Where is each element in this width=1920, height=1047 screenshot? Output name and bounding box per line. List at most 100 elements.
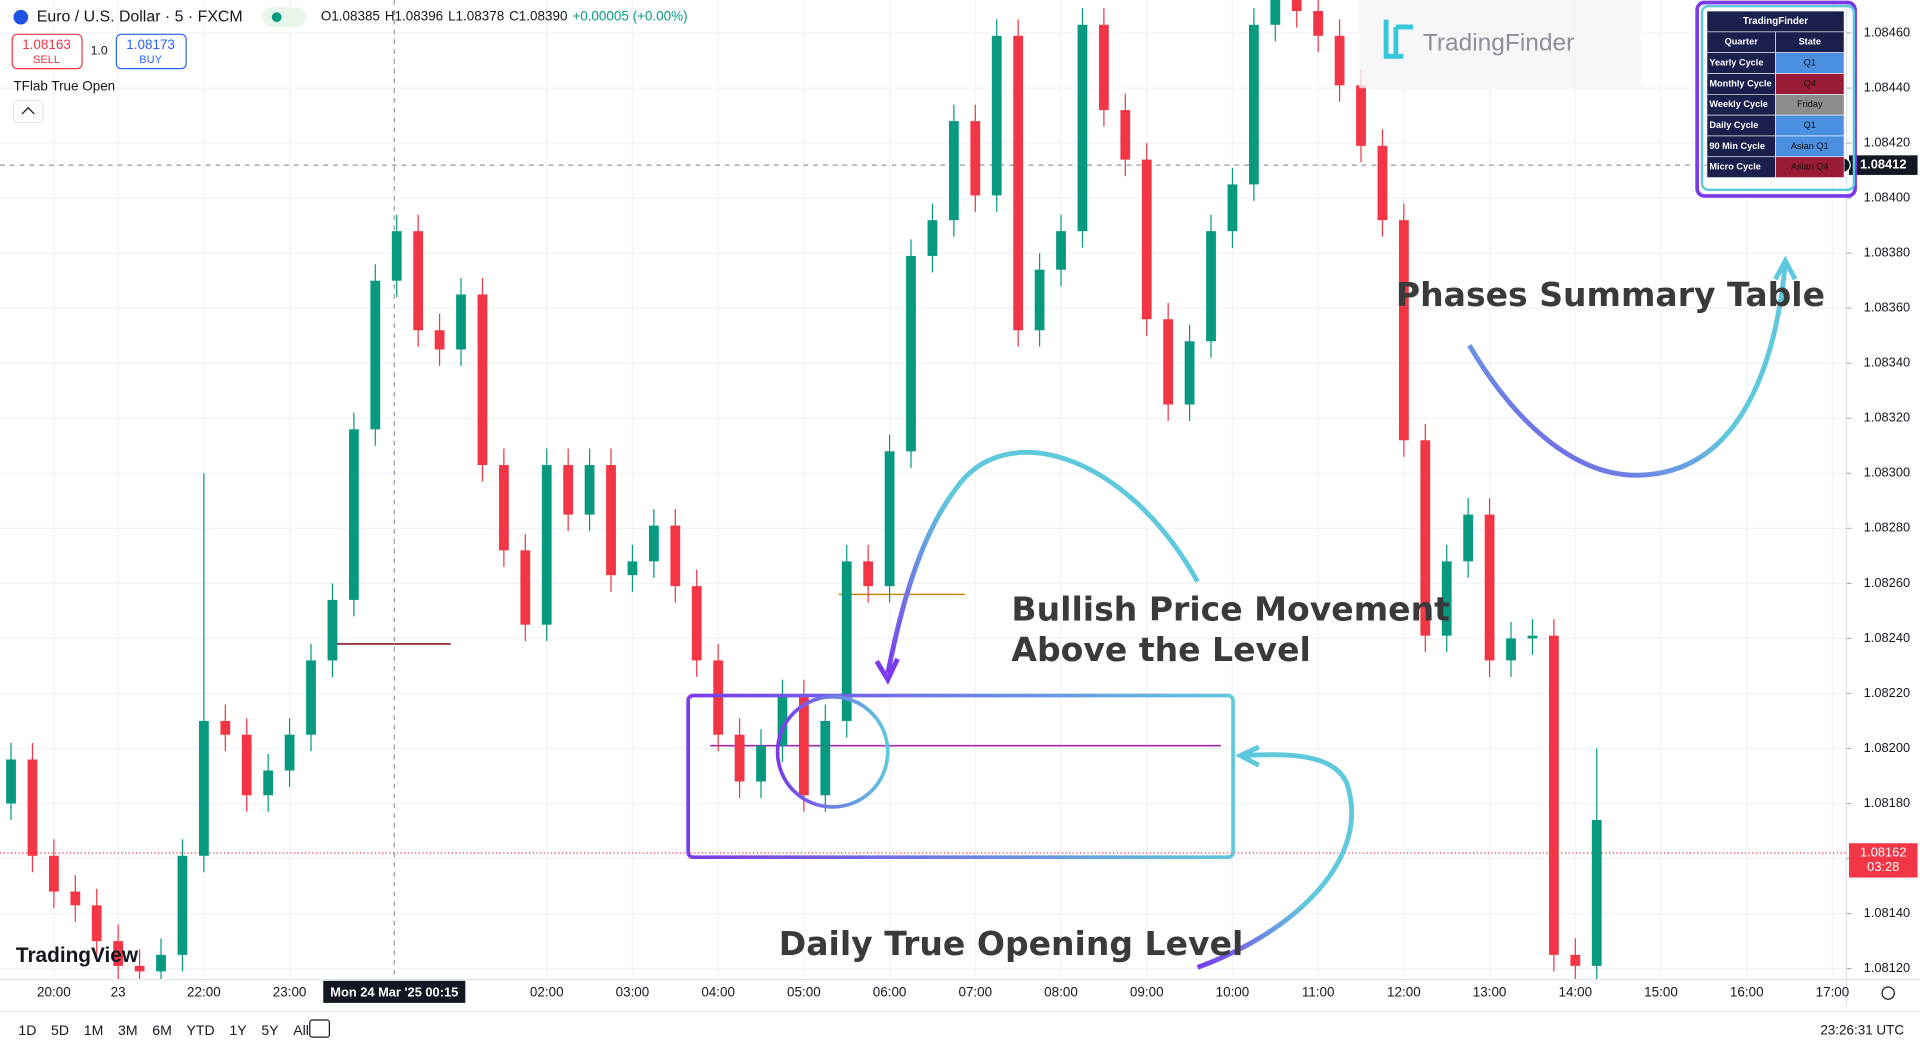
x-tick-label: 22:00: [187, 985, 221, 1000]
y-tick-label: 1.08320: [1864, 410, 1910, 425]
range-button[interactable]: 1Y: [229, 1022, 247, 1038]
date-range-icon[interactable]: [309, 1019, 330, 1038]
candle-body: [884, 451, 895, 587]
candle-body: [1270, 0, 1281, 25]
range-button[interactable]: All: [293, 1022, 309, 1038]
ohlc-value: L1.08378: [448, 9, 504, 24]
x-tick-label: 05:00: [787, 985, 821, 1000]
candle-body: [1098, 24, 1109, 111]
candle-body: [1013, 35, 1024, 331]
buy-button[interactable]: [115, 33, 187, 70]
highlight-circle: [775, 694, 890, 809]
candle-body: [606, 465, 616, 576]
x-tick-label: 13:00: [1473, 985, 1507, 1000]
y-tick-label: 1.08120: [1864, 960, 1910, 975]
axes: 1.081201.081401.081601.081801.082001.082…: [37, 24, 1918, 1003]
buy-label: BUY: [139, 54, 162, 66]
candle-body: [648, 525, 659, 562]
range-button[interactable]: 6M: [152, 1022, 172, 1038]
x-tick-label: 02:00: [530, 985, 564, 1000]
candle-body: [1441, 561, 1452, 636]
candle-body: [156, 954, 166, 972]
candle-body: [48, 855, 59, 892]
table-title: TradingFinder: [1743, 16, 1808, 27]
annotation: Phases Summary Table: [1396, 275, 1825, 314]
candle-body: [198, 720, 209, 856]
tf-logo: TradingFinder: [1423, 30, 1574, 57]
candle-body: [1527, 635, 1538, 639]
arrow: [1196, 752, 1355, 970]
tf-logo-icon: [1383, 19, 1414, 59]
range-button[interactable]: 1M: [84, 1022, 104, 1038]
candle-body: [327, 599, 338, 661]
table-label: Yearly Cycle: [1709, 58, 1763, 68]
table-state: Friday: [1797, 99, 1823, 109]
clock: 23:26:31 UTC: [1820, 1023, 1904, 1038]
range-button[interactable]: 3M: [118, 1022, 138, 1038]
range-button[interactable]: YTD: [187, 1022, 215, 1038]
candle-body: [391, 231, 402, 281]
countdown: 03:28: [1867, 859, 1899, 874]
status-dot: [271, 12, 282, 23]
tv-logo: TradingView: [16, 944, 139, 967]
collapse-button[interactable]: [12, 99, 44, 124]
candle-body: [713, 660, 724, 735]
y-tick-label: 1.08240: [1864, 630, 1910, 645]
y-tick-label: 1.08360: [1864, 300, 1910, 315]
table-state: Asian Q1: [1791, 141, 1829, 151]
candle-body: [927, 220, 938, 256]
range-button[interactable]: 5D: [51, 1022, 69, 1038]
candle-body: [670, 525, 681, 587]
indicator-label[interactable]: TFlab True Open: [13, 79, 115, 94]
candle-body: [584, 465, 595, 515]
candle-body: [220, 720, 231, 735]
candle-body: [1377, 145, 1388, 221]
candle-body: [370, 280, 381, 430]
arrow-head: [874, 657, 900, 685]
sell-button[interactable]: [11, 33, 83, 70]
crosshair-price: 1.08412: [1860, 157, 1906, 172]
candle-body: [284, 734, 295, 771]
candle-body: [691, 586, 702, 661]
y-tick-label: 1.08460: [1864, 24, 1910, 39]
range-button[interactable]: 1D: [18, 1022, 36, 1038]
x-tick-label: 09:00: [1130, 985, 1164, 1000]
symbol-title: Euro / U.S. Dollar · 5 · FXCM: [37, 8, 243, 25]
table-label: Weekly Cycle: [1709, 99, 1767, 109]
candle-body: [1463, 514, 1474, 562]
settings-icon[interactable]: [1881, 986, 1895, 1000]
candle-body: [456, 294, 466, 350]
table-label: 90 Min Cycle: [1709, 141, 1765, 151]
table-state: Asian Q4: [1791, 162, 1829, 172]
x-tick-label: 23: [111, 985, 126, 1000]
candle-body: [820, 720, 831, 796]
candle-body: [113, 941, 124, 966]
candle-body: [1548, 635, 1559, 955]
ohlc-value: C1.08390: [509, 9, 567, 24]
candle-body: [1248, 24, 1259, 185]
y-tick-label: 1.08380: [1864, 245, 1910, 260]
y-tick-label: 1.08440: [1864, 79, 1910, 94]
candle-body: [627, 561, 638, 576]
candle-body: [734, 734, 745, 782]
status-pill[interactable]: [262, 7, 307, 27]
ohlc-value: H1.08396: [385, 9, 443, 24]
table-state: Q1: [1804, 58, 1816, 68]
table-state: Q1: [1804, 120, 1816, 130]
plot-area: [0, 0, 1847, 980]
arrow: [885, 449, 1200, 674]
candle-body: [1184, 341, 1195, 405]
candle-body: [541, 465, 552, 625]
y-tick-label: 1.08300: [1864, 465, 1910, 480]
candle-body: [134, 965, 145, 972]
y-tick-label: 1.08400: [1864, 190, 1910, 205]
candle-body: [798, 696, 809, 796]
candle-body: [1570, 954, 1581, 966]
sell-price: 1.08163: [22, 37, 71, 52]
range-button[interactable]: 5Y: [261, 1022, 279, 1038]
candle-body: [1227, 184, 1238, 232]
candle-body: [1034, 269, 1045, 331]
candle-body: [348, 429, 359, 600]
